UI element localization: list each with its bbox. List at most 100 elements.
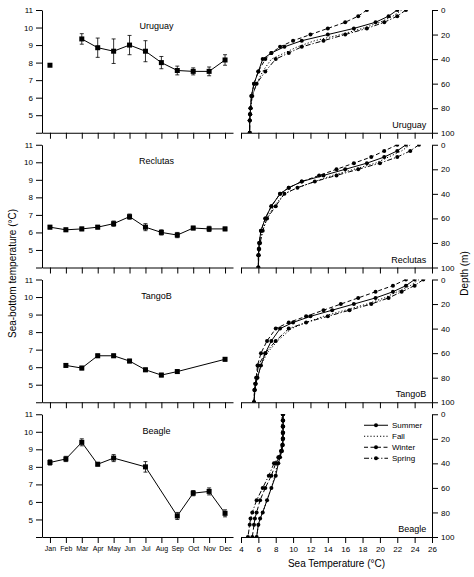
marker bbox=[317, 173, 321, 177]
marker bbox=[278, 45, 282, 49]
x-tick-label: 10 bbox=[289, 545, 298, 554]
y-tick-mark bbox=[36, 268, 42, 269]
legend-marker bbox=[374, 456, 378, 460]
x-tick: 18 bbox=[359, 537, 368, 554]
y-axis: 020406080100 bbox=[432, 6, 455, 138]
x-axis bbox=[43, 402, 234, 408]
annotation: Beagle bbox=[143, 426, 171, 436]
error-bar bbox=[64, 364, 68, 368]
marker bbox=[255, 363, 259, 367]
x-tick-label: 14 bbox=[324, 545, 333, 554]
marker bbox=[356, 14, 360, 18]
marker bbox=[250, 535, 254, 537]
error-bar bbox=[96, 225, 100, 229]
x-tick-mark bbox=[50, 133, 51, 139]
marker bbox=[253, 382, 257, 386]
y-tick-mark bbox=[432, 329, 438, 330]
x-tick bbox=[415, 402, 416, 408]
series-line bbox=[258, 145, 410, 268]
x-tick-mark bbox=[397, 537, 398, 543]
marker bbox=[258, 241, 262, 245]
marker bbox=[79, 366, 84, 371]
panel: JanFebMarAprMayJunJulAugSepOctNovDec5678… bbox=[24, 410, 233, 553]
series bbox=[47, 439, 227, 520]
marker bbox=[257, 241, 261, 245]
series-line bbox=[50, 442, 225, 516]
x-tick bbox=[161, 133, 162, 139]
marker bbox=[395, 145, 399, 147]
x-tick bbox=[66, 268, 67, 274]
y-axis-line bbox=[432, 280, 433, 403]
x-tick-label: 26 bbox=[428, 545, 437, 554]
series bbox=[255, 414, 285, 537]
series bbox=[252, 280, 408, 403]
y-tick: 8 bbox=[29, 193, 42, 202]
x-tick-mark bbox=[161, 402, 162, 408]
y-tick-label: 9 bbox=[29, 176, 34, 185]
y-tick-mark bbox=[36, 432, 42, 433]
marker bbox=[254, 382, 258, 386]
panel: 567891011ReclutasSea-bottom temperature … bbox=[7, 141, 234, 338]
error-bar bbox=[64, 228, 68, 232]
y-tick: 100 bbox=[432, 264, 455, 273]
series-line bbox=[258, 145, 419, 268]
x-tick-mark bbox=[276, 268, 277, 274]
x-tick-mark bbox=[193, 133, 194, 139]
y-tick: 60 bbox=[432, 80, 450, 89]
y-axis: 020406080100 bbox=[432, 276, 455, 408]
marker bbox=[274, 339, 278, 343]
marker bbox=[330, 308, 334, 312]
y-tick: 40 bbox=[432, 325, 450, 334]
error-bar bbox=[112, 39, 116, 64]
x-tick-mark bbox=[258, 133, 259, 139]
x-tick-mark bbox=[241, 537, 242, 543]
error-bar bbox=[159, 56, 163, 68]
marker bbox=[253, 382, 257, 386]
x-tick-mark bbox=[310, 268, 311, 274]
x-tick bbox=[209, 268, 210, 274]
y-tick: 9 bbox=[29, 311, 42, 320]
x-tick-mark bbox=[82, 268, 83, 274]
y-tick: 80 bbox=[432, 509, 450, 518]
y-tick-label: 8 bbox=[29, 463, 34, 472]
y-tick bbox=[36, 402, 42, 403]
marker bbox=[256, 69, 260, 73]
x-tick-mark bbox=[328, 537, 329, 543]
x-tick-mark bbox=[145, 402, 146, 408]
y-tick: 5 bbox=[29, 246, 42, 255]
x-tick-mark bbox=[193, 537, 194, 543]
x-tick bbox=[98, 268, 99, 274]
x-tick-mark bbox=[66, 402, 67, 408]
marker bbox=[300, 39, 304, 43]
y-tick-mark bbox=[36, 414, 42, 415]
series-line bbox=[257, 414, 283, 537]
marker bbox=[257, 253, 261, 257]
marker bbox=[250, 94, 254, 98]
marker bbox=[79, 440, 84, 445]
marker bbox=[252, 388, 256, 392]
marker bbox=[248, 112, 252, 116]
x-tick-mark bbox=[114, 537, 115, 543]
marker bbox=[95, 353, 100, 358]
y-tick: 11 bbox=[25, 141, 42, 150]
y-tick-label: 10 bbox=[24, 428, 33, 437]
y-tick: 80 bbox=[432, 374, 450, 383]
x-tick-mark bbox=[130, 537, 131, 543]
x-tick-label: Jan bbox=[45, 545, 56, 552]
x-tick-mark bbox=[161, 133, 162, 139]
x-tick-label: Dec bbox=[219, 545, 232, 552]
x-tick bbox=[82, 402, 83, 408]
y-tick: 7 bbox=[29, 76, 42, 85]
y-tick-mark bbox=[36, 180, 42, 181]
x-tick bbox=[293, 402, 294, 408]
marker bbox=[47, 460, 52, 465]
x-tick bbox=[345, 268, 346, 274]
error-bar bbox=[159, 230, 163, 235]
y-axis-line bbox=[42, 280, 43, 403]
marker bbox=[95, 45, 100, 50]
marker bbox=[127, 214, 132, 219]
marker bbox=[252, 400, 256, 402]
y-tick: 60 bbox=[432, 214, 450, 223]
x-tick bbox=[293, 133, 294, 139]
marker bbox=[272, 461, 276, 465]
